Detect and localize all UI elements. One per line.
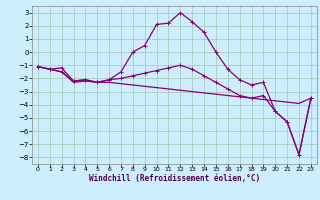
X-axis label: Windchill (Refroidissement éolien,°C): Windchill (Refroidissement éolien,°C) xyxy=(89,174,260,183)
